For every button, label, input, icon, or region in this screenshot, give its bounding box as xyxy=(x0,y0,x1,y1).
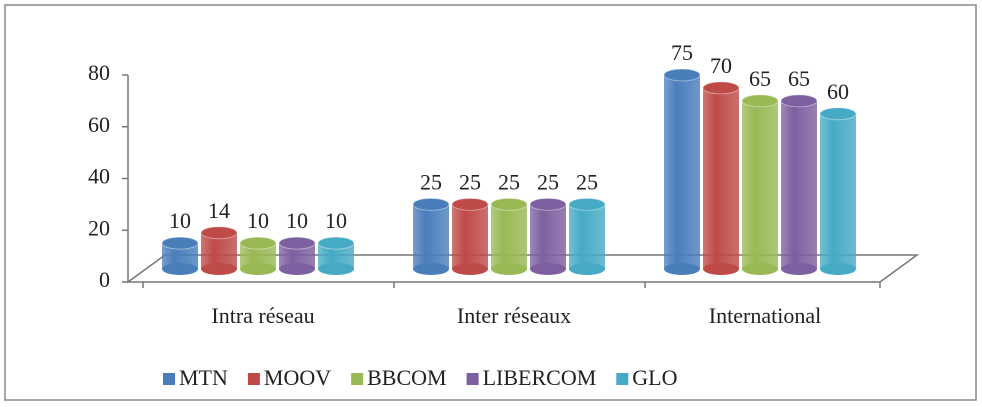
bar xyxy=(491,204,527,269)
y-tick-label: 40 xyxy=(88,164,110,189)
value-label: 10 xyxy=(286,208,308,233)
bar-top xyxy=(741,94,779,108)
bar-top xyxy=(819,107,857,121)
value-label: 10 xyxy=(169,208,191,233)
y-tick-label: 60 xyxy=(88,112,110,137)
bar-top xyxy=(529,197,567,211)
bar-top xyxy=(780,94,818,108)
value-label: 60 xyxy=(827,79,849,104)
value-label: 25 xyxy=(576,169,598,194)
value-label: 70 xyxy=(710,53,732,78)
value-label: 65 xyxy=(749,66,771,91)
bar xyxy=(703,87,739,269)
legend-label: MTN xyxy=(179,365,228,390)
legend-swatch xyxy=(163,373,175,385)
value-label: 14 xyxy=(208,198,230,223)
bar xyxy=(452,204,488,269)
x-tick-label: Inter réseaux xyxy=(457,303,571,328)
bar-top xyxy=(412,197,450,211)
legend-label: BBCOM xyxy=(367,365,446,390)
y-tick-label: 20 xyxy=(88,215,110,240)
legend-swatch xyxy=(247,373,260,385)
value-label: 25 xyxy=(459,169,481,194)
bar-top xyxy=(161,236,199,250)
bar-top xyxy=(702,81,740,95)
bar xyxy=(664,74,700,269)
y-tick-label: 0 xyxy=(99,267,110,292)
bar-top xyxy=(663,68,701,82)
value-label: 65 xyxy=(788,66,810,91)
bar-top xyxy=(200,226,238,240)
bar xyxy=(781,100,817,269)
legend-swatch xyxy=(351,373,364,385)
bar xyxy=(742,100,778,269)
bar-top xyxy=(490,197,528,211)
value-label: 75 xyxy=(671,40,693,65)
x-tick-label: International xyxy=(709,303,821,328)
legend-label: MOOV xyxy=(264,365,331,390)
legend-swatch xyxy=(616,373,629,385)
bar xyxy=(201,232,237,269)
bar-top xyxy=(568,197,606,211)
legend-label: LIBERCOM xyxy=(483,365,597,390)
bar-top xyxy=(451,197,489,211)
legend-swatch xyxy=(466,373,479,385)
value-label: 25 xyxy=(498,169,520,194)
value-label: 25 xyxy=(420,169,442,194)
y-tick-label: 80 xyxy=(88,60,110,85)
floor xyxy=(125,254,920,283)
bar xyxy=(569,204,605,269)
bar-top xyxy=(317,236,355,250)
value-label: 10 xyxy=(247,208,269,233)
bar-top xyxy=(239,236,277,250)
bar xyxy=(413,204,449,269)
bar-top xyxy=(278,236,316,250)
x-tick-label: Intra réseau xyxy=(211,303,314,328)
value-label: 25 xyxy=(537,169,559,194)
value-label: 10 xyxy=(325,208,347,233)
legend-label: GLO xyxy=(632,365,677,390)
bar xyxy=(530,204,566,269)
bar xyxy=(820,113,856,269)
